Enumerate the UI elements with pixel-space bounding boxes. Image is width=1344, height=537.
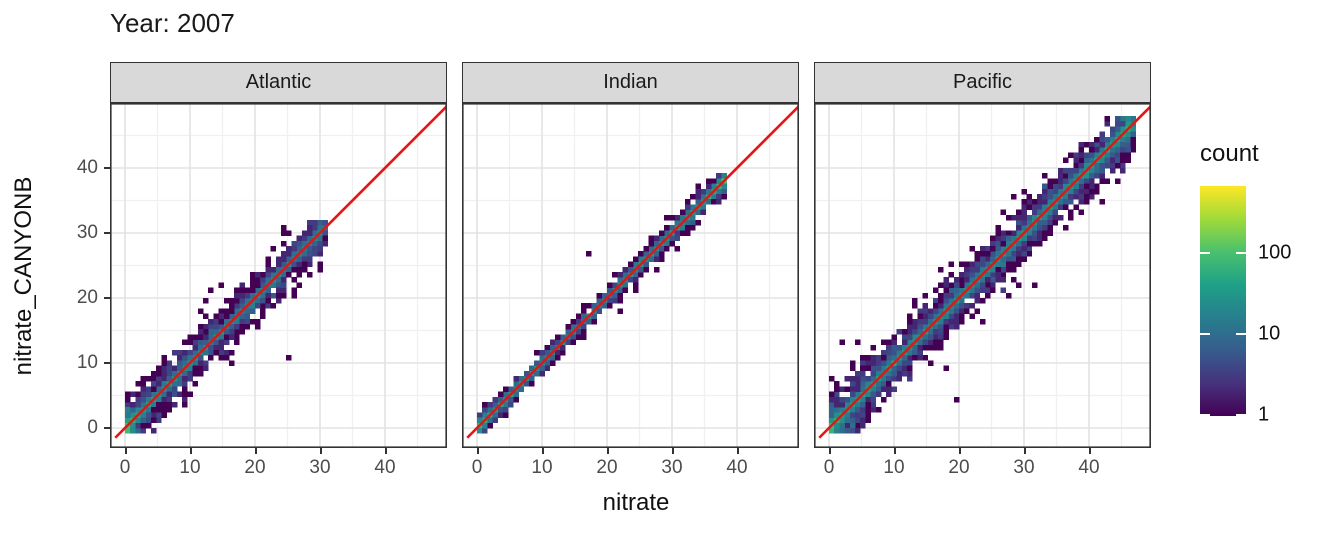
x-tick-label: 20	[244, 457, 266, 478]
legend-tick-label: 10	[1258, 322, 1281, 345]
x-tick-mark	[477, 448, 479, 454]
facet-strip-pacific: Pacific	[814, 62, 1151, 103]
x-tick-mark	[672, 448, 674, 454]
x-tick-label: 10	[883, 457, 905, 478]
y-tick-mark	[104, 232, 110, 234]
y-tick-mark	[104, 427, 110, 429]
y-tick-mark	[104, 297, 110, 299]
legend-tick-mark	[1200, 332, 1210, 336]
x-tick-mark	[959, 448, 961, 454]
x-tick-mark	[737, 448, 739, 454]
legend-title: count	[1200, 140, 1259, 167]
x-tick-mark	[385, 448, 387, 454]
x-tick-mark	[1024, 448, 1026, 454]
x-tick-mark	[829, 448, 831, 454]
x-tick-label: 20	[948, 457, 970, 478]
facet-strip-atlantic: Atlantic	[110, 62, 447, 103]
identity-line	[818, 105, 1151, 439]
y-axis-title: nitrate_CANYONB	[10, 176, 37, 376]
x-tick-label: 30	[661, 457, 683, 478]
legend-tick-label: 100	[1258, 241, 1292, 264]
legend-tick-mark	[1200, 251, 1210, 255]
y-tick-mark	[104, 167, 110, 169]
x-tick-label: 10	[179, 457, 201, 478]
legend-tick-mark	[1236, 413, 1246, 417]
identity-line	[114, 105, 447, 439]
x-tick-mark	[320, 448, 322, 454]
x-tick-mark	[255, 448, 257, 454]
y-tick-label: 20	[76, 287, 98, 308]
facet-panel-indian	[462, 103, 799, 448]
y-tick-mark	[104, 362, 110, 364]
x-axis-title: nitrate	[602, 489, 670, 516]
legend: count 100 10 1	[1200, 140, 1330, 426]
x-tick-mark	[125, 448, 127, 454]
x-tick-mark	[1089, 448, 1091, 454]
plot-title: Year: 2007	[110, 8, 235, 38]
facet-panel-pacific	[814, 103, 1151, 448]
facet-strip-indian: Indian	[462, 62, 799, 103]
x-tick-label: 40	[1078, 457, 1100, 478]
x-tick-label: 0	[119, 457, 131, 478]
x-tick-label: 20	[596, 457, 618, 478]
x-tick-label: 30	[309, 457, 331, 478]
x-tick-mark	[542, 448, 544, 454]
legend-colorbar	[1200, 186, 1246, 417]
legend-tick-mark	[1200, 413, 1210, 417]
y-tick-label: 40	[76, 157, 98, 178]
x-tick-label: 10	[531, 457, 553, 478]
x-tick-label: 30	[1013, 457, 1035, 478]
x-tick-label: 0	[823, 457, 835, 478]
x-tick-label: 40	[726, 457, 748, 478]
x-tick-label: 0	[471, 457, 483, 478]
x-tick-mark	[894, 448, 896, 454]
identity-line	[466, 105, 799, 439]
legend-tick-mark	[1236, 332, 1246, 336]
x-tick-label: 40	[374, 457, 396, 478]
legend-tick-mark	[1236, 251, 1246, 255]
x-tick-mark	[607, 448, 609, 454]
facet-panel-atlantic	[110, 103, 447, 448]
y-tick-label: 10	[76, 352, 98, 373]
y-tick-label: 30	[76, 222, 98, 243]
y-tick-label: 0	[87, 417, 98, 438]
x-tick-mark	[190, 448, 192, 454]
legend-tick-label: 1	[1258, 403, 1270, 426]
